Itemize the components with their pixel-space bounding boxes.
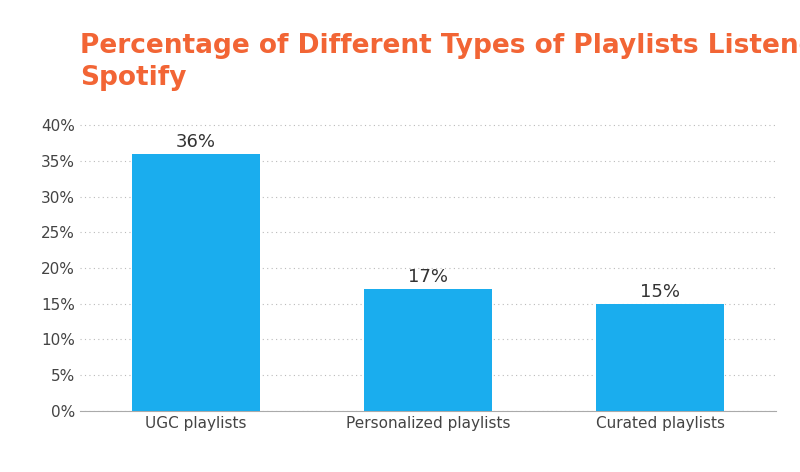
Text: 15%: 15% <box>640 283 680 301</box>
Bar <box>596 303 724 411</box>
Text: 17%: 17% <box>408 269 448 287</box>
Bar <box>132 154 260 411</box>
Bar <box>364 289 492 411</box>
Text: 36%: 36% <box>176 133 216 151</box>
Text: Percentage of Different Types of Playlists Listened on
Spotify: Percentage of Different Types of Playlis… <box>80 33 800 91</box>
